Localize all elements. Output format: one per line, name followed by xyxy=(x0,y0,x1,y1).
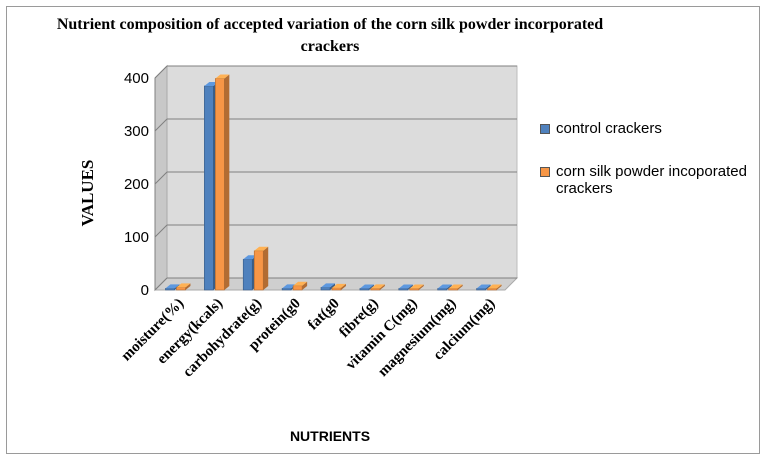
bar-top xyxy=(332,283,346,288)
bar-top xyxy=(398,284,413,289)
bar-top xyxy=(370,284,385,289)
legend-swatch-control xyxy=(540,124,550,134)
bar-side xyxy=(407,284,413,290)
bar-top xyxy=(487,284,502,289)
bar-side xyxy=(446,284,452,290)
bar-top xyxy=(282,284,297,289)
bar-control xyxy=(398,288,409,291)
bar-cornsilk xyxy=(409,288,420,291)
bar-cornsilk xyxy=(176,287,186,291)
bar-control xyxy=(476,288,486,291)
gridline-side xyxy=(154,277,168,291)
gridline-side xyxy=(154,224,168,238)
y-tick-label: 0 xyxy=(141,282,149,299)
bar-top xyxy=(176,283,191,288)
bar-control xyxy=(359,288,370,291)
gridline-side xyxy=(154,171,168,185)
chart-title: Nutrient composition of accepted variati… xyxy=(56,16,604,55)
bar-side xyxy=(224,74,230,290)
x-axis-title: NUTRIENTS xyxy=(289,428,371,444)
bar-control xyxy=(281,288,292,291)
legend-item-cornsilk: corn silk powder incoporated crackers xyxy=(540,163,760,197)
bar-side xyxy=(496,284,502,290)
bar-cornsilk xyxy=(448,288,458,291)
bar-cornsilk xyxy=(292,285,303,291)
y-tick-label: 300 xyxy=(124,123,149,140)
bar-top xyxy=(359,284,374,289)
bar-top xyxy=(293,281,308,286)
y-tick-label: 200 xyxy=(124,176,149,193)
bar-control xyxy=(242,258,253,291)
bar-top xyxy=(204,81,219,86)
bar-control xyxy=(437,288,447,291)
legend-label-control: control crackers xyxy=(556,120,662,137)
bar-top xyxy=(254,246,269,251)
bar-top xyxy=(476,284,491,289)
bar-top xyxy=(409,284,424,289)
bar-side xyxy=(263,246,269,290)
bar-top xyxy=(215,74,230,79)
bar-side xyxy=(379,284,385,290)
bar-cornsilk xyxy=(253,250,264,291)
bar-control xyxy=(204,85,214,291)
bar-side xyxy=(368,284,374,290)
y-tick-label: 400 xyxy=(124,70,149,87)
bar-top xyxy=(165,284,180,289)
legend-label-cornsilk: corn silk powder incoporated crackers xyxy=(556,163,747,197)
y-axis-title: VALUES xyxy=(78,159,97,227)
bar-side xyxy=(485,284,491,290)
bar-side xyxy=(341,283,346,290)
bar-top xyxy=(448,284,463,289)
bar-top xyxy=(243,255,258,260)
bar-side xyxy=(330,283,335,290)
gridline-side xyxy=(154,65,168,79)
legend-swatch-cornsilk xyxy=(540,167,550,177)
bar-side xyxy=(185,283,191,290)
legend: control crackers corn silk powder incopo… xyxy=(540,120,760,223)
bar-cornsilk xyxy=(487,288,497,291)
y-tick-label: 100 xyxy=(124,229,149,246)
bar-cornsilk xyxy=(370,288,381,291)
bar-control xyxy=(165,288,175,291)
bar-side xyxy=(302,281,308,290)
legend-item-control: control crackers xyxy=(540,120,760,137)
bar-cornsilk xyxy=(331,287,342,291)
bar-control xyxy=(320,287,331,291)
gridline-side xyxy=(154,118,168,132)
bar-top xyxy=(321,283,335,288)
bar-top xyxy=(437,284,452,289)
bar-cornsilk xyxy=(215,78,225,291)
bar-side xyxy=(418,284,424,290)
bar-side xyxy=(457,284,463,290)
